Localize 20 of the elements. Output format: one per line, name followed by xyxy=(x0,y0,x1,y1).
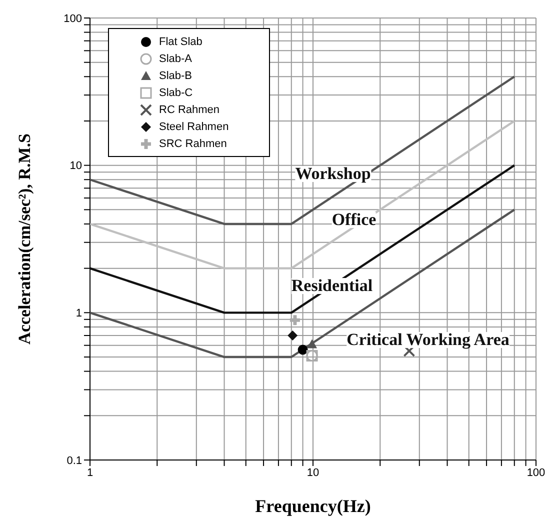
x-axis-title: Frequency(Hz) xyxy=(255,496,371,516)
annotation: Workshop xyxy=(295,164,371,183)
y-tick-label: 10 xyxy=(70,160,82,172)
annotation: Office xyxy=(332,210,376,229)
legend-label: Flat Slab xyxy=(159,36,202,48)
legend-label: Slab-C xyxy=(159,86,193,98)
legend-label: Slab-B xyxy=(159,70,192,82)
x-tick-label: 1 xyxy=(86,466,94,479)
x-tick-label: 10 xyxy=(306,466,320,479)
x-tick-label: 100 xyxy=(526,466,546,479)
annotation: Residential xyxy=(291,276,373,295)
legend-label: RC Rahmen xyxy=(159,104,220,116)
y-axis-title: Acceleration(cm/sec²), R.M.S xyxy=(15,134,34,344)
y-tick-label: 1 xyxy=(76,308,82,320)
y-tick-label: 0.1 xyxy=(66,454,82,467)
legend-label: SRC Rahmen xyxy=(159,138,227,150)
annotation: Critical Working Area xyxy=(346,330,510,349)
legend-label: Steel Rahmen xyxy=(159,120,229,132)
y-tick-label: 100 xyxy=(64,12,82,25)
legend-label: Slab-A xyxy=(159,52,192,64)
